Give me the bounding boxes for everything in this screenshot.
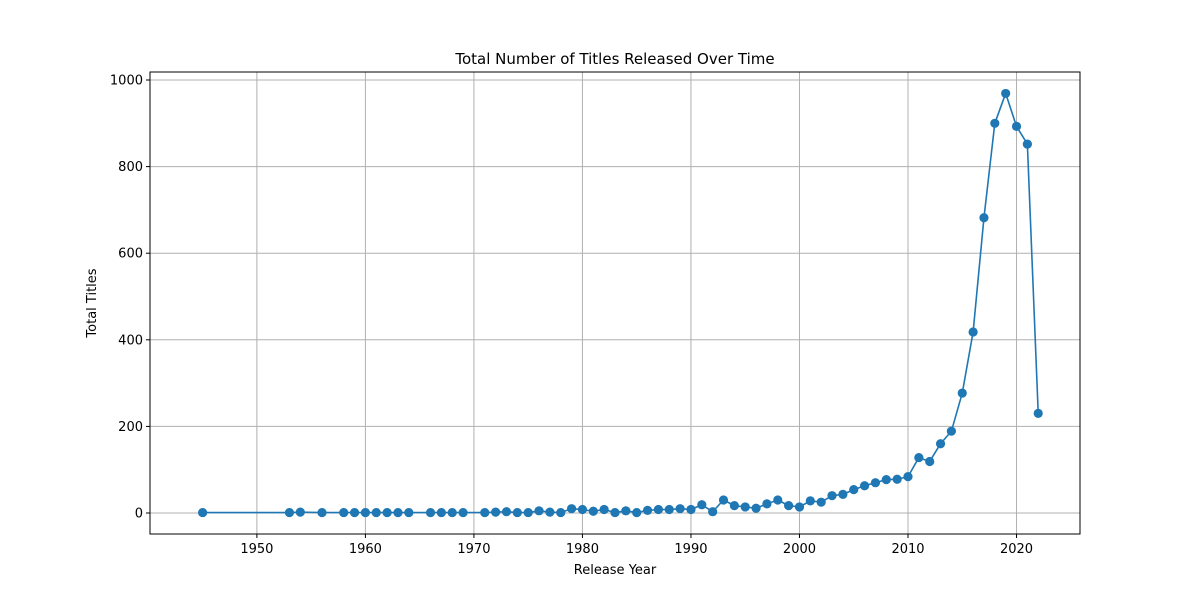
y-tick-label: 400 [118,333,143,348]
data-point [925,456,935,467]
data-point [642,505,653,516]
data-point [349,507,360,518]
plot-frame [149,71,1081,535]
x-tick-label: 1950 [240,542,273,557]
data-point [198,507,208,518]
data-point [284,507,295,518]
data-point [968,327,978,337]
data-point [729,501,739,511]
data-point [599,504,609,515]
data-point [870,478,881,488]
series-layer [198,88,1043,518]
data-point [979,213,989,223]
y-tick-label: 200 [118,420,143,435]
data-point [371,507,381,518]
chart-title: Total Number of Titles Released Over Tim… [454,50,774,68]
data-point [632,507,642,518]
data-point [773,495,783,505]
data-point [534,506,544,516]
data-point [566,504,577,514]
x-axis: 1950 1960 1970 1980 1990 2000 2010 2020 [240,534,1033,557]
data-point [892,474,902,484]
data-point [1033,408,1043,419]
x-tick-label: 1980 [566,542,599,557]
y-tick-label: 1000 [110,74,143,89]
y-axis: 0 200 400 600 800 1000 [110,74,150,522]
data-point [360,507,371,518]
data-point [610,507,620,518]
data-point [881,475,891,485]
data-point [957,388,967,398]
data-point [436,507,446,518]
data-point [523,507,533,518]
data-point [382,507,392,518]
data-point [393,507,403,518]
data-point [708,507,718,517]
data-point [404,507,414,518]
data-point [545,507,555,517]
x-tick-label: 2000 [783,542,816,557]
data-point [805,496,815,506]
data-point [1001,88,1011,99]
data-point [425,507,436,518]
data-point [827,491,837,501]
data-point [577,504,588,515]
data-point [686,504,696,515]
data-point [794,502,805,512]
data-point [512,507,522,518]
data-point [751,503,761,513]
data-point [556,507,566,518]
data-point [317,507,327,518]
data-point [480,507,490,518]
data-point [838,489,848,499]
data-point [935,439,946,449]
data-point [1022,139,1032,149]
data-point [697,500,707,510]
data-point [914,452,924,463]
data-point [491,507,501,517]
y-axis-label: Total Titles [85,268,100,338]
x-tick-label: 1970 [457,542,490,557]
x-tick-label: 1990 [674,542,707,557]
data-point [339,507,349,518]
data-point [621,506,631,516]
data-point [859,481,870,491]
data-point [458,507,468,518]
data-point [816,497,826,507]
data-point [946,426,957,436]
data-point [501,507,512,517]
data-point [718,495,729,505]
data-point [664,504,674,515]
data-point [653,504,664,515]
data-point [588,506,598,516]
data-point [740,502,750,512]
data-point [903,472,913,482]
y-tick-label: 600 [118,247,143,262]
data-point [990,118,1000,128]
data-point [295,507,305,517]
x-axis-label: Release Year [574,563,657,578]
data-point [784,501,794,511]
data-point [675,504,685,514]
x-tick-label: 1960 [349,542,382,557]
data-point [447,507,457,518]
y-tick-label: 0 [135,507,143,522]
data-point [1011,121,1022,131]
data-point [762,499,772,509]
x-tick-label: 2020 [1000,542,1033,557]
x-tick-label: 2010 [891,542,924,557]
y-tick-label: 800 [118,160,143,175]
data-point [849,485,859,495]
